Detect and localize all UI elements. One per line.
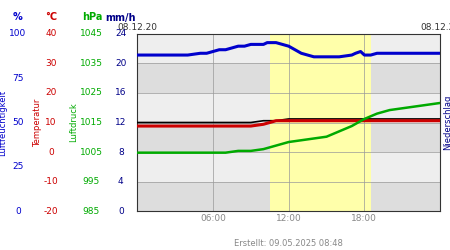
Text: 30: 30 (45, 59, 57, 68)
Text: 50: 50 (12, 118, 23, 127)
Text: 1025: 1025 (80, 88, 103, 98)
Text: 24: 24 (115, 29, 126, 38)
Text: Erstellt: 09.05.2025 08:48: Erstellt: 09.05.2025 08:48 (234, 238, 343, 248)
Bar (137, 93, 440, 122)
Text: 995: 995 (83, 177, 100, 186)
Bar (137, 182, 440, 211)
Text: 25: 25 (12, 162, 23, 172)
Bar (137, 122, 440, 152)
Text: mm/h: mm/h (106, 12, 136, 22)
Text: hPa: hPa (82, 12, 102, 22)
Text: °C: °C (45, 12, 57, 22)
Text: -20: -20 (44, 207, 58, 216)
Text: 1015: 1015 (80, 118, 103, 127)
Text: %: % (13, 12, 22, 22)
Text: 20: 20 (45, 88, 56, 98)
Text: Luftdruck: Luftdruck (70, 102, 79, 142)
Text: 8: 8 (118, 148, 124, 156)
Text: 0: 0 (15, 207, 21, 216)
Text: 1045: 1045 (80, 29, 103, 38)
Text: 12: 12 (115, 118, 126, 127)
Text: 40: 40 (45, 29, 56, 38)
Text: Niederschlag: Niederschlag (443, 95, 450, 150)
Bar (137, 152, 440, 182)
Text: 985: 985 (83, 207, 100, 216)
Text: Luftfeuchtigkeit: Luftfeuchtigkeit (0, 90, 7, 156)
Text: 20: 20 (115, 59, 126, 68)
Bar (137, 34, 440, 63)
Bar (137, 63, 440, 93)
Bar (270, 34, 371, 211)
Text: Temperatur: Temperatur (32, 98, 41, 147)
Text: 10: 10 (45, 118, 57, 127)
Text: -10: -10 (43, 177, 58, 186)
Text: 0: 0 (118, 207, 124, 216)
Text: 1035: 1035 (80, 59, 103, 68)
Text: 4: 4 (118, 177, 124, 186)
Text: 75: 75 (12, 74, 23, 82)
Text: 1005: 1005 (80, 148, 103, 156)
Text: 100: 100 (9, 29, 27, 38)
Text: 0: 0 (48, 148, 54, 156)
Text: 16: 16 (115, 88, 126, 98)
